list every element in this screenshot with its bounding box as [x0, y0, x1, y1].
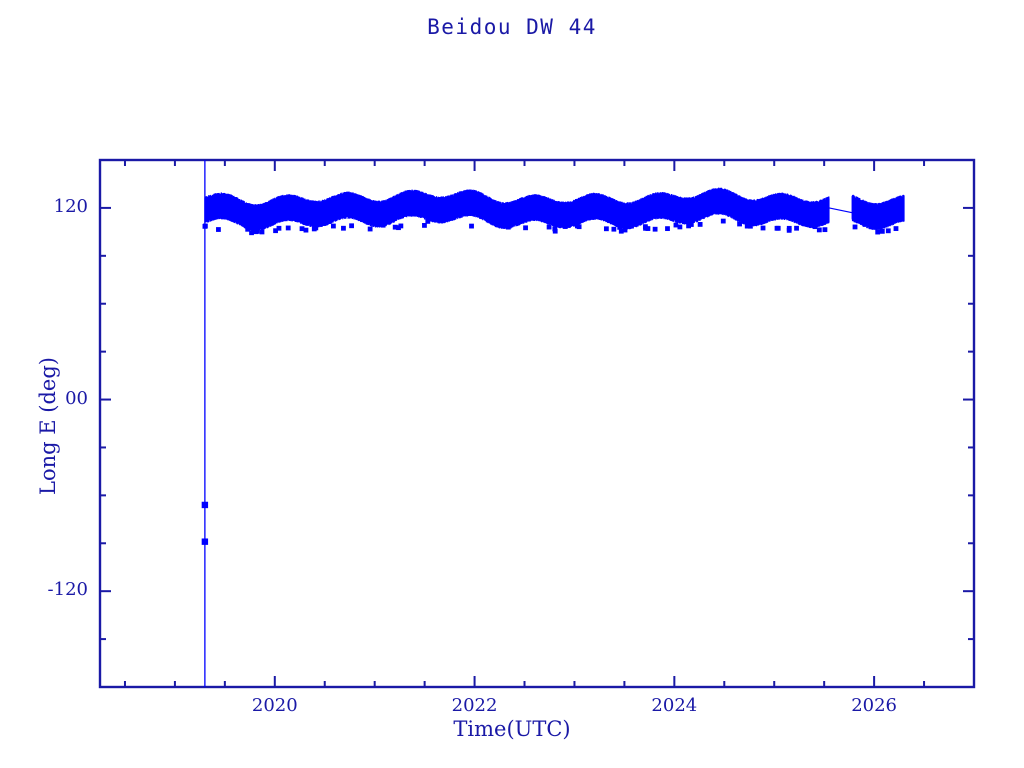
plot-frame	[98, 158, 976, 689]
y-tick-label: 00	[65, 387, 88, 409]
x-axis-title: Time(UTC)	[453, 717, 571, 741]
y-tick-label: 120	[53, 195, 88, 217]
y-tick-label: -120	[47, 579, 88, 601]
axis-ticks	[100, 159, 975, 688]
x-tick-label: 2020	[251, 695, 298, 716]
x-tick-label: 2026	[851, 695, 898, 716]
x-tick-label: 2022	[451, 695, 498, 716]
chart-title: Beidou DW 44	[427, 15, 597, 39]
data-series	[201, 160, 905, 687]
x-tick-label: 2024	[651, 695, 698, 716]
y-axis-title: Long E (deg)	[36, 357, 60, 495]
